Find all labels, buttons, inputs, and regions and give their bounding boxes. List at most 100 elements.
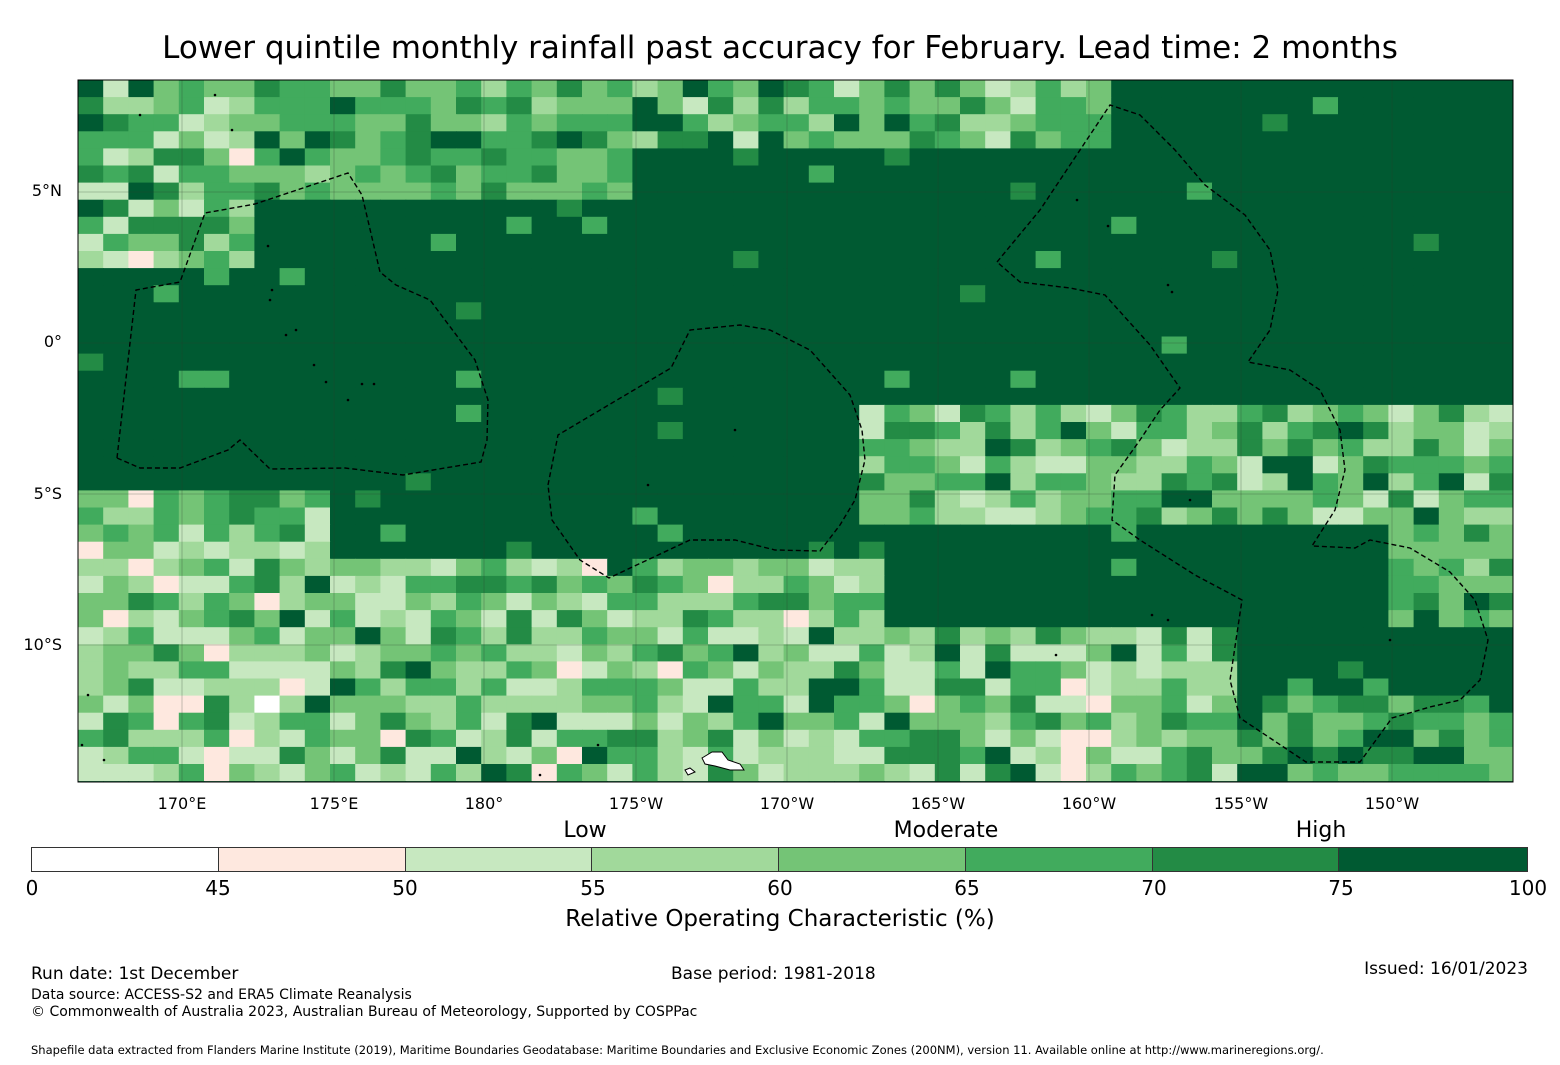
grid-cell [430,131,457,149]
grid-cell [254,80,281,98]
grid-cell [808,97,835,115]
grid-cell [934,353,961,372]
grid-cell [229,148,255,167]
grid-cell [909,695,936,714]
grid-cell [1035,353,1062,372]
grid-cell [1262,644,1289,662]
grid-cell [582,524,608,543]
grid-cell [783,490,810,509]
grid-cell [456,97,482,115]
grid-cell [1363,729,1389,748]
grid-cell [909,473,936,491]
grid-cell [1060,593,1087,611]
grid-cell [481,490,507,509]
grid-cell [708,165,734,184]
grid-cell [1212,199,1238,218]
grid-cell [960,627,986,645]
grid-cell [1388,456,1415,474]
grid-cell [1212,473,1238,491]
grid-cell [1086,80,1112,98]
grid-cell [859,182,885,201]
grid-cell [1086,233,1112,252]
grid-cell [960,764,986,782]
grid-cell [733,353,759,372]
grid-cell [1186,319,1213,338]
grid-cell [178,422,205,440]
grid-cell [330,644,356,662]
grid-cell [128,524,155,543]
grid-cell [1111,387,1137,406]
grid-cell [632,661,659,680]
grid-cell [1186,165,1213,184]
grid-cell [582,182,608,201]
grid-cell [430,627,457,645]
grid-cell [1438,336,1465,355]
grid-cell [582,216,608,235]
grid-cell [405,285,432,303]
grid-cell [204,456,230,474]
grid-cell [1086,473,1112,491]
grid-cell [682,268,709,286]
grid-cell [1212,610,1238,628]
grid-cell [178,644,205,662]
grid-cell [103,661,129,680]
grid-cell [657,575,684,594]
grid-cell [128,319,155,338]
grid-cell [254,695,281,714]
grid-cell [783,80,810,98]
grid-cell [103,114,129,132]
grid-cell [1035,422,1062,440]
grid-cell [632,541,659,560]
grid-cell [1237,302,1263,320]
grid-cell [1287,370,1314,389]
grid-cell [1363,524,1389,543]
grid-cell [1489,610,1513,628]
grid-cell [1338,490,1364,509]
grid-cell [1237,729,1263,748]
grid-cell [1212,302,1238,320]
grid-cell [909,507,936,526]
grid-cell [582,80,608,98]
grid-cell [632,268,659,286]
atoll-mark [360,382,364,386]
grid-cell [481,404,507,423]
grid-cell [531,148,558,167]
grid-cell [1464,251,1490,269]
grid-cell [985,199,1011,218]
grid-cell [1388,473,1415,491]
grid-cell [178,610,205,628]
grid-cell [582,695,608,714]
colorbar-segment-50-55 [405,848,593,871]
grid-cell [330,729,356,748]
grid-cell [380,404,407,423]
grid-cell [1212,319,1238,338]
grid-cell [254,490,281,509]
grid-cell [607,404,633,423]
grid-cell [481,473,507,491]
grid-cell [153,575,180,594]
grid-cell [1212,353,1238,372]
grid-cell [1010,541,1037,560]
grid-cell [909,541,936,560]
grid-cell [1388,695,1415,714]
grid-cell [985,370,1011,389]
grid-cell [985,268,1011,286]
grid-cell [960,285,986,303]
grid-cell [909,644,936,662]
grid-cell [229,661,255,680]
grid-cell [78,353,104,372]
grid-cell [279,131,306,149]
grid-cell [506,148,533,167]
grid-cell [758,746,785,765]
grid-cell [355,764,381,782]
grid-cell [405,199,432,218]
grid-cell [985,114,1011,132]
grid-cell [859,404,885,423]
grid-cell [1413,746,1440,765]
grid-cell [304,148,331,167]
grid-cell [456,575,482,594]
grid-cell [1438,199,1465,218]
atoll-mark [80,743,84,747]
grid-cell [330,319,356,338]
grid-cell [531,490,558,509]
